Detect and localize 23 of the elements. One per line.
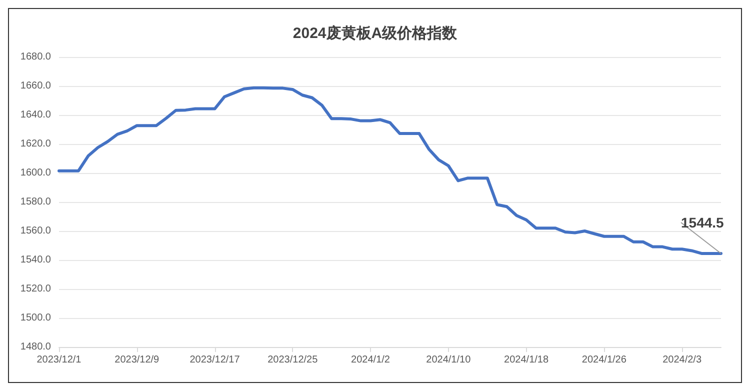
x-tick-label: 2023/12/25 xyxy=(268,354,318,366)
y-tick-label: 1580.0 xyxy=(20,196,52,208)
x-tick-label: 2024/1/10 xyxy=(426,354,472,366)
x-tick-label: 2024/1/26 xyxy=(582,354,627,366)
y-tick-label: 1680.0 xyxy=(20,52,52,62)
data-label: 1544.5 xyxy=(681,214,724,230)
x-tick-label: 2023/12/9 xyxy=(114,354,160,366)
chart-title: 2024废黄板A级价格指数 xyxy=(292,24,458,42)
y-tick-label: 1640.0 xyxy=(20,110,52,120)
x-tick-label: 2024/1/2 xyxy=(351,354,390,366)
y-tick-label: 1520.0 xyxy=(20,284,52,294)
line-series xyxy=(58,86,722,255)
y-tick-label: 1480.0 xyxy=(20,342,52,352)
y-tick-label: 1500.0 xyxy=(20,312,52,324)
x-tick-label: 2023/12/1 xyxy=(36,354,82,366)
y-tick-label: 1600.0 xyxy=(20,168,52,178)
y-tick-label: 1660.0 xyxy=(20,80,52,92)
y-tick-label: 1540.0 xyxy=(20,254,52,266)
x-tick-label: 2024/2/3 xyxy=(662,354,702,366)
y-tick-label: 1620.0 xyxy=(20,138,52,150)
y-tick-label: 1560.0 xyxy=(20,226,52,236)
x-tick-label: 2023/12/17 xyxy=(190,354,240,366)
x-tick-label: 2024/1/18 xyxy=(504,354,549,366)
